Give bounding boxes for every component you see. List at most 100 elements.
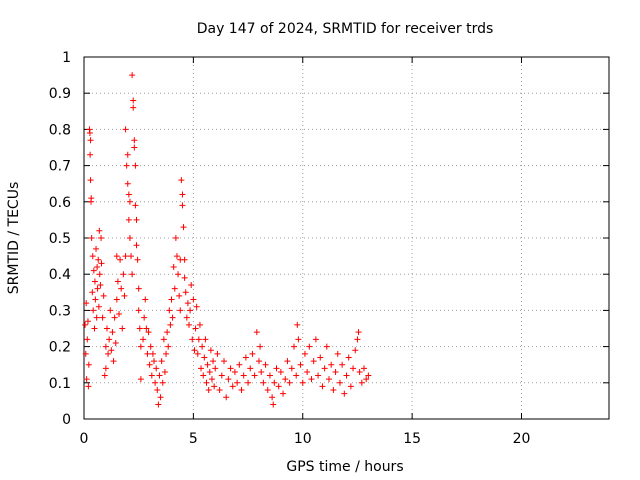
data-point — [124, 151, 131, 158]
y-tick-label: 0.4 — [49, 267, 71, 283]
data-point — [326, 376, 332, 383]
data-point — [319, 383, 326, 390]
data-point — [253, 329, 260, 336]
data-point — [206, 368, 213, 375]
data-point — [126, 235, 133, 241]
data-point — [93, 245, 100, 252]
data-point — [159, 379, 166, 386]
data-point — [361, 365, 367, 372]
data-point — [131, 144, 138, 151]
data-point — [89, 289, 96, 296]
data-point — [89, 253, 96, 260]
data-point — [105, 350, 112, 357]
data-point — [160, 336, 167, 343]
data-point — [354, 336, 361, 343]
y-tick-label: 0.8 — [49, 122, 71, 138]
data-point — [168, 296, 175, 303]
data-point — [141, 314, 148, 321]
y-tick-label: 0.6 — [49, 195, 71, 211]
data-point — [108, 347, 115, 354]
data-point — [120, 271, 127, 278]
data-point — [350, 365, 357, 372]
data-point — [273, 365, 280, 372]
axis-ticks — [83, 56, 609, 420]
data-point — [177, 307, 184, 314]
data-point — [109, 329, 116, 336]
data-point — [146, 361, 153, 368]
y-tick-label: 0.9 — [49, 86, 71, 102]
data-point — [164, 329, 171, 336]
data-point — [111, 314, 118, 321]
data-point — [356, 368, 363, 375]
data-point — [225, 376, 232, 383]
data-point — [343, 372, 350, 379]
data-point — [102, 365, 109, 372]
data-point — [97, 282, 104, 289]
data-point — [169, 314, 176, 321]
data-point — [308, 376, 315, 383]
data-point — [90, 307, 97, 314]
data-point — [231, 368, 238, 375]
data-point — [262, 361, 269, 368]
data-point — [297, 361, 304, 368]
plot-frame — [83, 56, 610, 420]
data-point — [179, 202, 186, 209]
data-point — [301, 350, 308, 357]
data-point — [102, 343, 109, 350]
data-point — [310, 358, 317, 365]
data-point — [92, 296, 99, 303]
data-point — [142, 296, 149, 303]
data-point — [87, 151, 94, 158]
data-point — [166, 307, 173, 314]
data-point — [134, 256, 141, 263]
data-point — [129, 271, 136, 278]
data-point — [116, 311, 122, 318]
data-point — [334, 350, 341, 357]
data-point — [176, 292, 183, 299]
data-point — [363, 376, 370, 383]
data-point — [154, 387, 161, 394]
data-point — [341, 390, 348, 397]
data-point — [212, 365, 219, 372]
data-point — [98, 260, 105, 267]
data-point — [163, 350, 170, 357]
data-point — [117, 256, 124, 263]
x-axis-label: GPS time / hours — [286, 459, 403, 475]
data-point — [323, 343, 330, 350]
data-point — [90, 267, 97, 274]
data-point — [240, 372, 247, 379]
y-tick-label: 0.3 — [49, 303, 71, 319]
data-point — [135, 285, 142, 292]
grid-lines — [84, 57, 609, 419]
data-point — [211, 383, 218, 390]
data-point — [95, 303, 102, 310]
data-point — [179, 191, 186, 198]
y-tick-label: 0.7 — [49, 159, 71, 175]
data-point — [103, 325, 110, 332]
data-point — [122, 253, 129, 260]
data-point — [137, 343, 144, 350]
data-point — [189, 336, 196, 343]
y-tick-label: 0.1 — [49, 376, 71, 392]
data-point — [280, 390, 287, 397]
data-point — [277, 368, 284, 375]
data-point — [234, 379, 241, 386]
data-point — [91, 325, 98, 332]
data-point — [95, 256, 102, 263]
y-tick-label: 0.2 — [49, 340, 71, 356]
data-point — [82, 321, 89, 328]
data-point — [260, 379, 267, 386]
data-point — [94, 285, 101, 292]
data-point — [144, 350, 151, 357]
data-point — [98, 235, 105, 241]
data-point — [113, 296, 120, 303]
data-point — [172, 235, 179, 241]
data-point — [245, 379, 252, 386]
data-point — [202, 336, 209, 343]
data-point — [304, 368, 311, 375]
data-point — [119, 325, 126, 332]
data-point — [275, 383, 282, 390]
data-point — [188, 282, 195, 289]
data-point — [196, 321, 203, 328]
data-point — [88, 235, 95, 241]
